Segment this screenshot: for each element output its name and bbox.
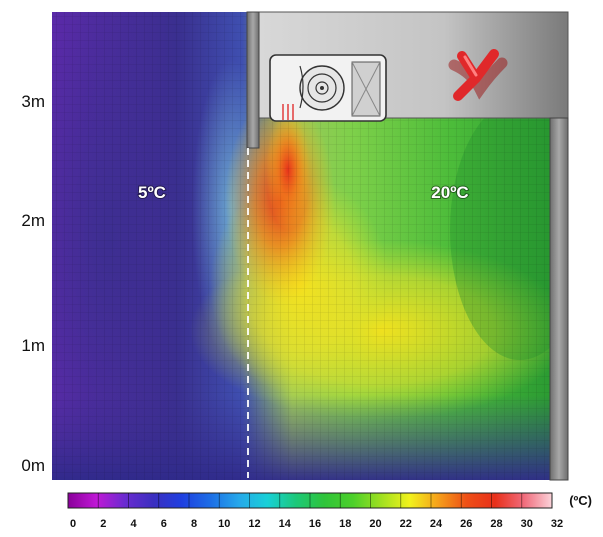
color-bar-tick: 6 xyxy=(161,518,167,530)
color-bar-tick: 18 xyxy=(339,518,351,530)
red-x-icon xyxy=(448,49,508,101)
color-bar-unit: (ºC) xyxy=(569,493,592,508)
fan-heater-icon xyxy=(269,54,387,122)
color-bar-tick: 12 xyxy=(248,518,260,530)
color-bar-dividers xyxy=(97,493,523,508)
color-bar-tick: 2 xyxy=(100,518,106,530)
color-bar-tick: 8 xyxy=(191,518,197,530)
color-bar-tick: 26 xyxy=(460,518,472,530)
left-zone-temp: 5ºC xyxy=(138,183,166,202)
color-bar: 0 2 4 6 8 10 12 14 16 18 20 22 24 26 28 30 32 (ºC) xyxy=(67,492,592,530)
color-bar-tick: 14 xyxy=(279,518,292,530)
color-bar-tick: 20 xyxy=(369,518,381,530)
right-wall xyxy=(549,117,569,481)
color-bar-tick: 28 xyxy=(490,518,502,530)
color-bar-ticks: 0 2 4 6 8 10 12 14 16 18 20 22 24 26 28 30 32 xyxy=(70,518,563,530)
y-label: 2m xyxy=(21,211,45,230)
color-bar-tick: 4 xyxy=(130,518,137,530)
y-label: 0m xyxy=(21,456,45,475)
y-label: 3m xyxy=(21,92,45,111)
color-bar-tick: 24 xyxy=(430,518,443,530)
color-bar-tick: 0 xyxy=(70,518,76,530)
right-zone-temp: 20ºC xyxy=(431,183,468,202)
color-bar-tick: 32 xyxy=(551,518,563,530)
partition-wall xyxy=(246,11,260,149)
color-bar-tick: 30 xyxy=(521,518,533,530)
y-label: 1m xyxy=(21,336,45,355)
color-bar-tick: 16 xyxy=(309,518,321,530)
color-bar-tick: 10 xyxy=(218,518,230,530)
y-axis: 3m 2m 1m 0m xyxy=(21,92,45,475)
color-bar-tick: 22 xyxy=(400,518,412,530)
